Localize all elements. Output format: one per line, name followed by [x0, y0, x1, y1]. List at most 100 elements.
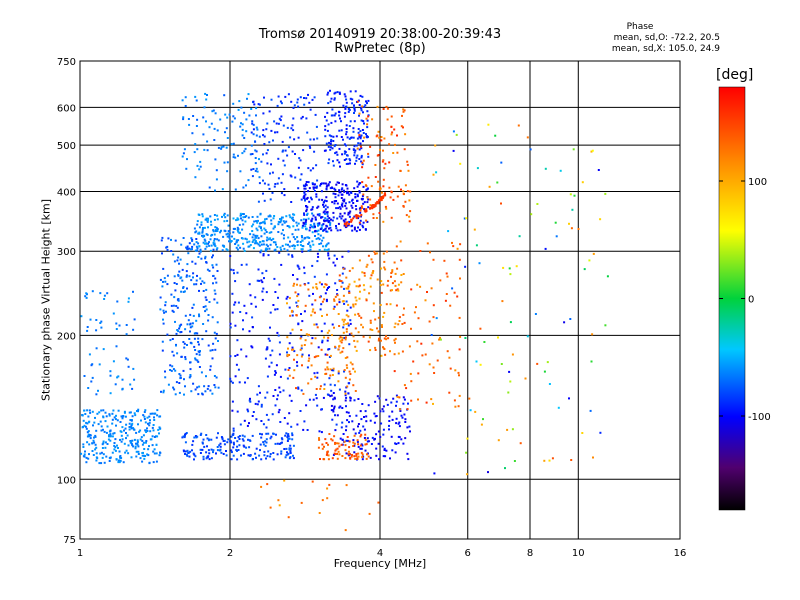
data-point: [338, 301, 341, 304]
data-point: [248, 283, 251, 286]
data-point: [378, 136, 381, 139]
data-point: [193, 151, 196, 154]
data-point: [388, 161, 391, 164]
data-point: [146, 427, 148, 430]
data-point: [371, 206, 374, 208]
data-point: [281, 441, 283, 444]
data-point: [83, 409, 86, 412]
data-point: [336, 414, 339, 417]
data-point: [274, 308, 277, 311]
data-point: [494, 134, 497, 137]
data-point: [265, 217, 268, 220]
data-point: [333, 98, 336, 101]
data-point: [180, 276, 183, 279]
data-point: [391, 282, 394, 285]
data-point: [169, 339, 172, 342]
data-point: [343, 190, 346, 193]
data-point: [337, 450, 340, 453]
data-point: [326, 93, 329, 96]
data-point: [402, 108, 405, 111]
chart-subtitle: RwPretec (8p): [334, 41, 426, 56]
x-axis-label: Frequency [MHz]: [333, 557, 427, 570]
data-point: [207, 314, 210, 316]
data-point: [197, 393, 200, 396]
data-point: [95, 429, 98, 432]
data-point: [116, 376, 119, 379]
data-point: [282, 149, 285, 152]
data-point: [284, 149, 287, 152]
data-point: [475, 244, 478, 247]
data-point: [295, 314, 298, 317]
data-point: [299, 348, 302, 351]
data-point: [209, 365, 212, 368]
data-point: [370, 274, 373, 277]
data-point: [121, 378, 124, 381]
data-point: [226, 235, 229, 238]
data-point: [264, 229, 267, 232]
data-point: [253, 220, 256, 223]
data-point: [355, 299, 358, 302]
data-point: [252, 133, 255, 136]
data-point: [329, 148, 332, 151]
data-point: [338, 344, 341, 347]
data-point: [302, 428, 305, 431]
data-point: [404, 418, 407, 421]
data-point: [569, 193, 572, 196]
data-point: [288, 448, 291, 451]
data-point: [274, 370, 277, 373]
data-point: [297, 187, 300, 190]
data-point: [214, 348, 217, 351]
data-point: [347, 213, 350, 216]
data-point: [335, 135, 338, 138]
data-point: [155, 460, 158, 463]
data-point: [393, 353, 396, 356]
data-point: [406, 163, 409, 166]
data-point: [416, 340, 419, 343]
data-point: [120, 440, 123, 443]
data-point: [362, 284, 365, 287]
data-point: [293, 369, 296, 372]
data-point: [361, 224, 364, 227]
data-point: [308, 229, 311, 232]
data-point: [327, 443, 329, 446]
data-point: [333, 305, 336, 308]
data-point: [572, 148, 575, 151]
data-point: [163, 277, 166, 280]
data-point: [369, 285, 372, 288]
data-point: [326, 225, 329, 228]
data-point: [397, 289, 400, 292]
y-tick-label: 400: [57, 187, 76, 198]
data-point: [282, 159, 285, 162]
data-point: [439, 338, 442, 341]
data-point: [311, 231, 314, 234]
data-point: [347, 110, 350, 113]
data-point: [265, 432, 268, 435]
data-point: [92, 424, 94, 427]
data-point: [257, 219, 259, 222]
data-point: [307, 382, 310, 385]
data-point: [301, 353, 304, 356]
data-point: [212, 274, 215, 277]
data-point: [250, 168, 253, 171]
data-point: [242, 216, 245, 219]
data-point: [137, 453, 140, 455]
data-point: [353, 280, 356, 283]
data-point: [238, 381, 241, 384]
data-point: [404, 437, 407, 440]
data-point: [345, 163, 348, 165]
data-point: [87, 415, 90, 418]
data-point: [287, 347, 289, 350]
data-point: [162, 391, 165, 394]
data-point: [268, 187, 271, 190]
data-point: [276, 394, 279, 397]
data-point: [443, 259, 446, 262]
data-point: [121, 417, 124, 420]
data-point: [196, 247, 199, 250]
data-point: [215, 248, 218, 251]
data-point: [172, 253, 175, 256]
data-point: [270, 231, 273, 234]
data-point: [300, 501, 303, 504]
data-point: [367, 198, 370, 201]
data-point: [386, 403, 389, 406]
data-point: [606, 275, 609, 278]
